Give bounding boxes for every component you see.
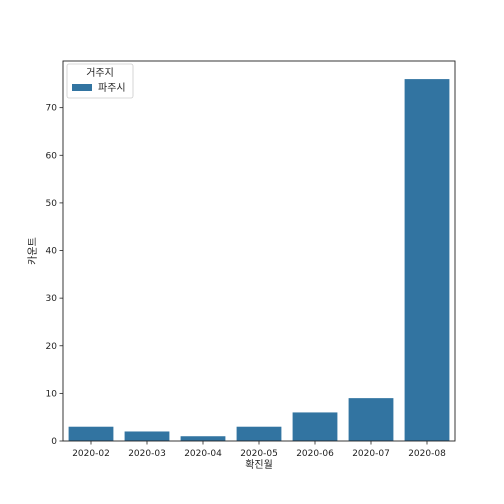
legend-title: 거주지 (86, 67, 114, 79)
legend-entry-label: 파주시 (98, 82, 126, 94)
x-axis-label: 확진월 (245, 459, 273, 471)
plot-frame (62, 60, 456, 442)
y-tick-label: 20 (46, 342, 58, 352)
x-tick-label: 2020-08 (408, 449, 446, 459)
x-axis: 2020-02 2020-03 2020-04 2020-05 2020-06 2020-… (72, 441, 446, 459)
y-tick-label: 30 (46, 294, 58, 304)
bar-2020-05 (236, 426, 282, 441)
bar-2020-03 (124, 431, 170, 441)
y-axis-label: 카운트 (27, 237, 39, 265)
y-tick-label: 10 (46, 389, 58, 399)
x-tick-label: 2020-07 (352, 449, 390, 459)
x-tick-label: 2020-02 (72, 449, 110, 459)
y-tick-label: 60 (46, 151, 58, 161)
x-tick-label: 2020-04 (184, 449, 222, 459)
x-tick-label: 2020-06 (296, 449, 334, 459)
x-tick-label: 2020-05 (240, 449, 278, 459)
bars-group (68, 79, 450, 441)
y-tick-label: 40 (46, 247, 58, 257)
x-tick-label: 2020-03 (128, 449, 166, 459)
bar-2020-04 (180, 436, 226, 441)
bar-2020-06 (292, 412, 338, 441)
bar-2020-02 (68, 426, 114, 441)
bar-2020-07 (348, 398, 394, 441)
y-tick-label: 70 (46, 104, 58, 114)
bar-2020-08 (404, 79, 450, 441)
y-tick-label: 0 (51, 437, 57, 447)
y-tick-label: 50 (46, 199, 58, 209)
y-axis: 0 10 20 30 40 50 60 70 (46, 104, 63, 447)
legend: 거주지 파주시 (66, 63, 134, 99)
legend-swatch (72, 84, 92, 91)
